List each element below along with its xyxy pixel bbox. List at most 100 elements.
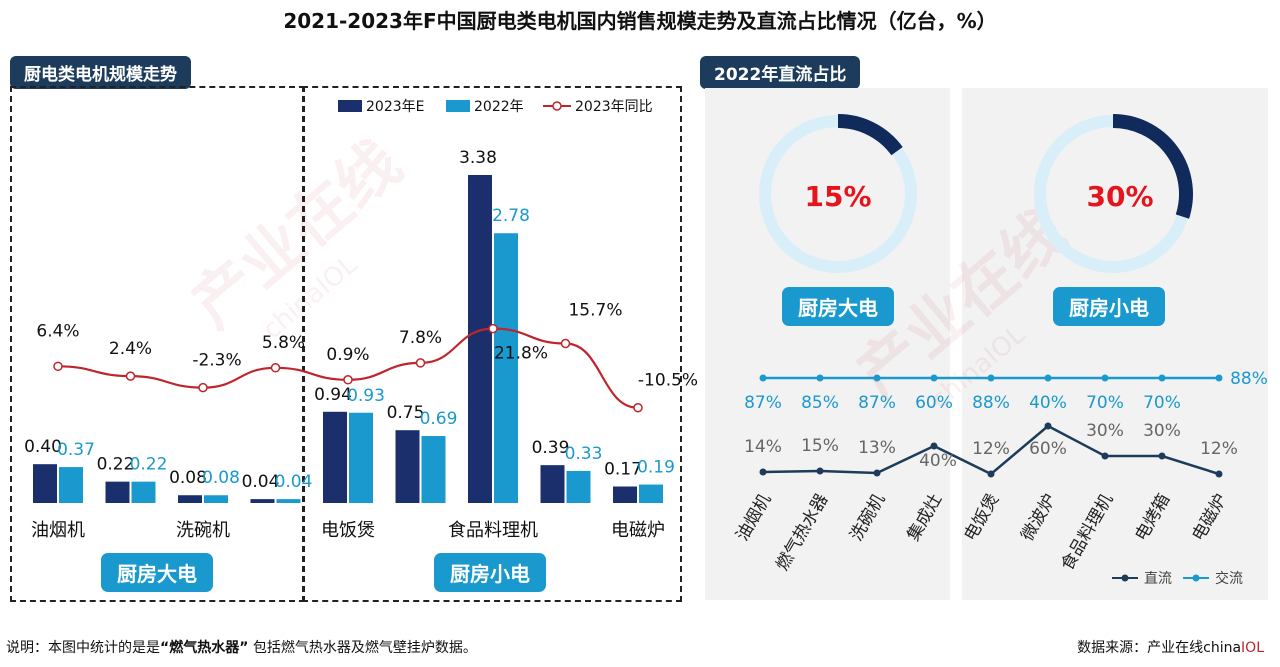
legend-marker-dc (1121, 574, 1129, 582)
yoy-label: 5.8% (262, 333, 305, 353)
category-label: 油烟机 (31, 520, 85, 541)
legend-label-2022: 2022年 (474, 99, 524, 115)
bar-2022 (276, 499, 301, 503)
bar-2023e (105, 481, 130, 503)
legend-label-dc: 直流 (1144, 570, 1172, 587)
yoy-marker (343, 375, 353, 385)
donut-small-value: 30% (1086, 180, 1153, 213)
ac-marker (1101, 374, 1109, 382)
donut-pill-big: 厨房大电 (782, 287, 894, 326)
dc-category-label: 电磁炉 (1189, 491, 1232, 545)
ac-label: 40% (1029, 393, 1067, 413)
dc-marker (873, 469, 881, 477)
footer-note-bold: “燃气热水器” (160, 640, 249, 656)
bar-2022 (566, 470, 591, 503)
bar-2022 (204, 495, 228, 503)
dc-label: 30% (1143, 421, 1181, 441)
bar-label-2022: 0.93 (347, 386, 385, 406)
bar-2022 (349, 412, 373, 503)
bar-label-2022: 0.22 (130, 455, 168, 475)
category-label: 电饭煲 (321, 520, 375, 541)
dc-ac-line-chart: 87% 85% 87% 60% 88% 40% 70% 70% 88% 14% 15% 13% 40% 1… (733, 369, 1268, 587)
chart-title: 2021-2023年F中国厨电类电机国内销售规模走势及直流占比情况（亿台，%） (283, 9, 997, 33)
donut-big-value: 15% (804, 180, 871, 213)
dc-category-label: 燃气热水器 (773, 491, 833, 575)
bar-label-2022: 0.04 (275, 472, 313, 492)
yoy-label: 15.7% (568, 301, 622, 321)
category-label: 食品料理机 (448, 520, 538, 541)
yoy-label: 6.4% (36, 321, 79, 341)
category-label: 洗碗机 (176, 520, 230, 541)
ac-marker (987, 374, 995, 382)
legend-label-ac: 交流 (1215, 570, 1243, 587)
dc-category-label: 微波炉 (1018, 491, 1061, 545)
ac-marker (1215, 374, 1223, 382)
right-section-tag: 2022年直流占比 (700, 56, 861, 89)
dc-category-label: 食品料理机 (1058, 491, 1118, 575)
bar-label-2022: 2.78 (492, 206, 530, 226)
dc-marker (1215, 470, 1223, 478)
footer-note-prefix: 说明：本图中统计的是是 (6, 640, 160, 656)
dc-label: 12% (972, 439, 1010, 459)
yoy-label: 7.8% (399, 328, 442, 348)
ac-marker (930, 374, 938, 382)
legend-label-yoy: 2023年同比 (575, 99, 653, 115)
bar-2023e (613, 486, 637, 503)
bar-2023e (468, 175, 492, 503)
bar-line-chart: 2023年E 2022年 2023年同比 0.400.37 油烟机 0.220.22… (24, 99, 698, 541)
bar-label-2023e: 3.38 (459, 148, 497, 168)
yoy-label: 2.4% (109, 339, 152, 359)
bar-label-2022: 0.33 (565, 444, 603, 464)
ac-marker (759, 374, 767, 382)
donut-pill-small: 厨房小电 (1053, 287, 1165, 326)
dc-label: 60% (1029, 439, 1067, 459)
footer-note-suffix: 包括燃气热水器及燃气壁挂炉数据。 (248, 640, 477, 656)
dc-label: 15% (801, 436, 839, 456)
bar-2022 (639, 484, 663, 503)
dc-category-label: 油烟机 (733, 491, 776, 545)
bar-2023e (323, 411, 347, 503)
ac-marker (1158, 374, 1166, 382)
yoy-label: 0.9% (326, 345, 369, 365)
donut-big-arc (837, 114, 903, 156)
donut-charts: 15% 30% (759, 114, 1193, 273)
bar-2022 (59, 467, 83, 503)
yoy-marker (198, 382, 208, 393)
ac-label: 70% (1143, 393, 1181, 413)
donut-small-arc (1112, 114, 1193, 219)
ac-label: 70% (1086, 393, 1124, 413)
dc-marker (1044, 422, 1052, 430)
bar-2022 (494, 233, 518, 503)
dc-marker (930, 442, 938, 450)
dc-marker (816, 467, 824, 475)
bar-label-2023e: 0.94 (314, 385, 352, 405)
bar-label-2022: 0.19 (637, 458, 675, 478)
bar-2023e (395, 430, 420, 503)
ac-marker (816, 374, 824, 382)
bar-2022 (131, 481, 156, 503)
dc-label: 14% (744, 437, 782, 457)
bar-label-2023e: 0.22 (97, 455, 135, 475)
bar-label-2022: 0.69 (420, 409, 458, 429)
ac-label: 88% (972, 393, 1010, 413)
dc-label: 12% (1200, 439, 1238, 459)
category-label: 电磁炉 (611, 520, 665, 541)
footer-source: 数据来源：产业在线chinaIOL (1077, 637, 1264, 657)
legend-marker-ac (1192, 574, 1200, 582)
bar-2023e (540, 465, 565, 503)
bar-2023e (178, 495, 202, 503)
small-appliance-box (302, 86, 682, 602)
dc-category-label: 电烤箱 (1132, 491, 1175, 545)
yoy-marker (560, 338, 571, 349)
yoy-label: 21.8% (494, 344, 548, 364)
dc-marker (1158, 452, 1166, 460)
yoy-marker (53, 361, 63, 372)
left-section-tag: 厨电类电机规模走势 (10, 56, 191, 89)
bar-2023e (250, 499, 275, 503)
dc-marker (987, 470, 995, 478)
yoy-marker (270, 363, 281, 373)
bar-label-2023e: 0.39 (532, 438, 570, 458)
ac-label: 85% (801, 393, 839, 413)
dc-category-label: 洗碗机 (847, 491, 890, 545)
